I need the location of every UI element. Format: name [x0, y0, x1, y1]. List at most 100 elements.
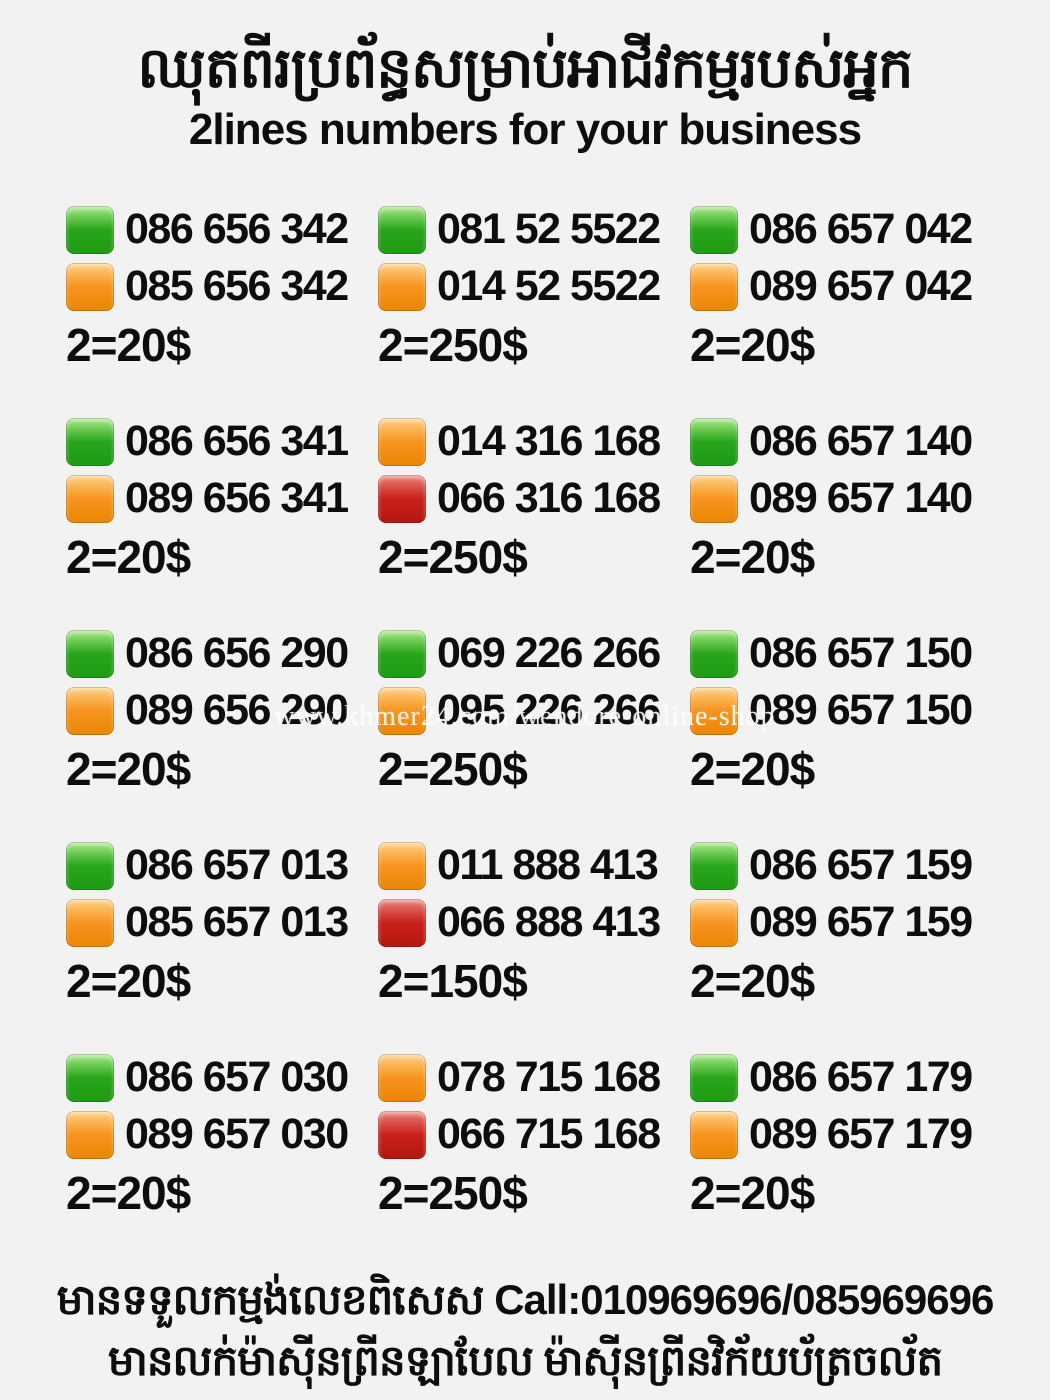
phone-number: 089 656 290: [125, 686, 349, 735]
number-pair-cell: 086 657 140 089 657 140 2=20$: [690, 416, 992, 584]
phone-number-row: 086 657 042: [690, 204, 992, 256]
number-pair-cell: 081 52 5522 014 52 5522 2=250$: [378, 204, 680, 372]
phone-number-row: 086 657 013: [66, 840, 368, 892]
phone-number-row: 086 656 341: [66, 416, 368, 468]
pair-price-label: 2=20$: [690, 954, 815, 1007]
phone-number-row: 089 657 042: [690, 261, 992, 313]
phone-number: 089 657 030: [125, 1110, 349, 1159]
phone-number-row: 089 657 159: [690, 897, 992, 949]
phone-number: 089 657 140: [749, 474, 973, 523]
pair-price-label: 2=250$: [378, 318, 528, 371]
phone-number: 085 657 013: [125, 898, 349, 947]
pair-price-label: 2=20$: [66, 1166, 191, 1219]
pair-price-label: 2=150$: [378, 954, 528, 1007]
green-sim-swatch-icon: [66, 629, 114, 678]
phone-number-row: 086 657 159: [690, 840, 992, 892]
red-sim-swatch-icon: [378, 474, 426, 523]
orange-sim-swatch-icon: [66, 474, 114, 523]
number-pair-cell: 078 715 168 066 715 168 2=250$: [378, 1052, 680, 1220]
page-title-khmer: ឈុតពីរប្រព័ន្ធសម្រាប់អាជីវកម្មរបស់អ្នក: [137, 36, 914, 99]
orange-sim-swatch-icon: [378, 1053, 426, 1102]
number-pair-cell: 086 656 342 085 656 342 2=20$: [66, 204, 368, 372]
red-sim-swatch-icon: [378, 1110, 426, 1159]
footer-printer-line: មានលក់ម៉ាស៊ីនព្រីនឡាបែល ម៉ាស៊ីនព្រីនវិក័…: [107, 1336, 943, 1384]
orange-sim-swatch-icon: [378, 841, 426, 890]
green-sim-swatch-icon: [690, 841, 738, 890]
green-sim-swatch-icon: [66, 205, 114, 254]
header: ឈុតពីរប្រព័ន្ធសម្រាប់អាជីវកម្មរបស់អ្នក 2…: [0, 0, 1050, 156]
orange-sim-swatch-icon: [378, 262, 426, 311]
pair-price-label: 2=20$: [690, 742, 815, 795]
phone-number: 089 657 150: [749, 686, 973, 735]
phone-number: 069 226 266: [437, 629, 661, 678]
phone-number: 086 657 159: [749, 841, 973, 890]
phone-number: 086 657 179: [749, 1053, 973, 1102]
phone-number-row: 089 657 030: [66, 1109, 368, 1161]
orange-sim-swatch-icon: [66, 898, 114, 947]
phone-number: 089 657 042: [749, 262, 973, 311]
phone-number: 086 657 013: [125, 841, 349, 890]
orange-sim-swatch-icon: [66, 686, 114, 735]
phone-number-row: 085 656 342: [66, 261, 368, 313]
phone-number: 086 657 150: [749, 629, 973, 678]
phone-number: 095 226 266: [437, 686, 661, 735]
green-sim-swatch-icon: [66, 417, 114, 466]
phone-number: 014 316 168: [437, 417, 661, 466]
number-pair-cell: 086 657 150 089 657 150 2=20$: [690, 628, 992, 796]
phone-number-row: 089 657 150: [690, 685, 992, 737]
phone-number: 066 316 168: [437, 474, 661, 523]
pair-price-label: 2=20$: [66, 530, 191, 583]
phone-number-row: 086 657 030: [66, 1052, 368, 1104]
pair-price-label: 2=20$: [690, 530, 815, 583]
phone-number-row: 089 656 290: [66, 685, 368, 737]
pair-price-label: 2=250$: [378, 1166, 528, 1219]
phone-number-row: 086 656 342: [66, 204, 368, 256]
pair-price-label: 2=250$: [378, 530, 528, 583]
phone-number-row: 014 316 168: [378, 416, 680, 468]
number-pair-cell: 011 888 413 066 888 413 2=150$: [378, 840, 680, 1008]
pair-price-label: 2=20$: [66, 742, 191, 795]
phone-number: 089 657 179: [749, 1110, 973, 1159]
page-subtitle-english: 2lines numbers for your business: [188, 105, 862, 155]
phone-number: 081 52 5522: [437, 205, 661, 254]
footer-order-call-line: មានទទួលកម្មង់លេខពិសេស Call:010969696/085…: [56, 1275, 995, 1323]
pair-price-label: 2=20$: [66, 954, 191, 1007]
pair-price-label: 2=250$: [378, 742, 528, 795]
number-pair-cell: 086 657 179 089 657 179 2=20$: [690, 1052, 992, 1220]
phone-number-row: 066 888 413: [378, 897, 680, 949]
footer: មានទទួលកម្មង់លេខពិសេស Call:010969696/085…: [0, 1270, 1050, 1392]
phone-number: 066 715 168: [437, 1110, 661, 1159]
phone-number-row: 086 657 150: [690, 628, 992, 680]
phone-number-row: 086 656 290: [66, 628, 368, 680]
green-sim-swatch-icon: [66, 841, 114, 890]
phone-number-row: 066 316 168: [378, 473, 680, 525]
phone-number: 014 52 5522: [437, 262, 661, 311]
green-sim-swatch-icon: [378, 629, 426, 678]
phone-number: 085 656 342: [125, 262, 349, 311]
orange-sim-swatch-icon: [690, 262, 738, 311]
number-pair-cell: 086 657 159 089 657 159 2=20$: [690, 840, 992, 1008]
phone-number-row: 086 657 179: [690, 1052, 992, 1104]
phone-number: 086 656 342: [125, 205, 349, 254]
number-grid: 086 656 342 085 656 342 2=20$ 081 52 5522 01…: [0, 204, 1050, 1220]
orange-sim-swatch-icon: [378, 417, 426, 466]
phone-number-row: 089 656 341: [66, 473, 368, 525]
green-sim-swatch-icon: [690, 1053, 738, 1102]
pair-price-label: 2=20$: [690, 1166, 815, 1219]
orange-sim-swatch-icon: [690, 686, 738, 735]
number-pair-cell: 086 657 030 089 657 030 2=20$: [66, 1052, 368, 1220]
phone-number: 086 657 042: [749, 205, 973, 254]
green-sim-swatch-icon: [690, 629, 738, 678]
phone-number: 089 656 341: [125, 474, 349, 523]
green-sim-swatch-icon: [690, 417, 738, 466]
green-sim-swatch-icon: [66, 1053, 114, 1102]
phone-number: 078 715 168: [437, 1053, 661, 1102]
phone-number-row: 086 657 140: [690, 416, 992, 468]
green-sim-swatch-icon: [690, 205, 738, 254]
phone-number-row: 014 52 5522: [378, 261, 680, 313]
red-sim-swatch-icon: [378, 898, 426, 947]
phone-number: 011 888 413: [437, 841, 659, 890]
phone-number-row: 011 888 413: [378, 840, 680, 892]
phone-number-row: 066 715 168: [378, 1109, 680, 1161]
phone-number-row: 081 52 5522: [378, 204, 680, 256]
